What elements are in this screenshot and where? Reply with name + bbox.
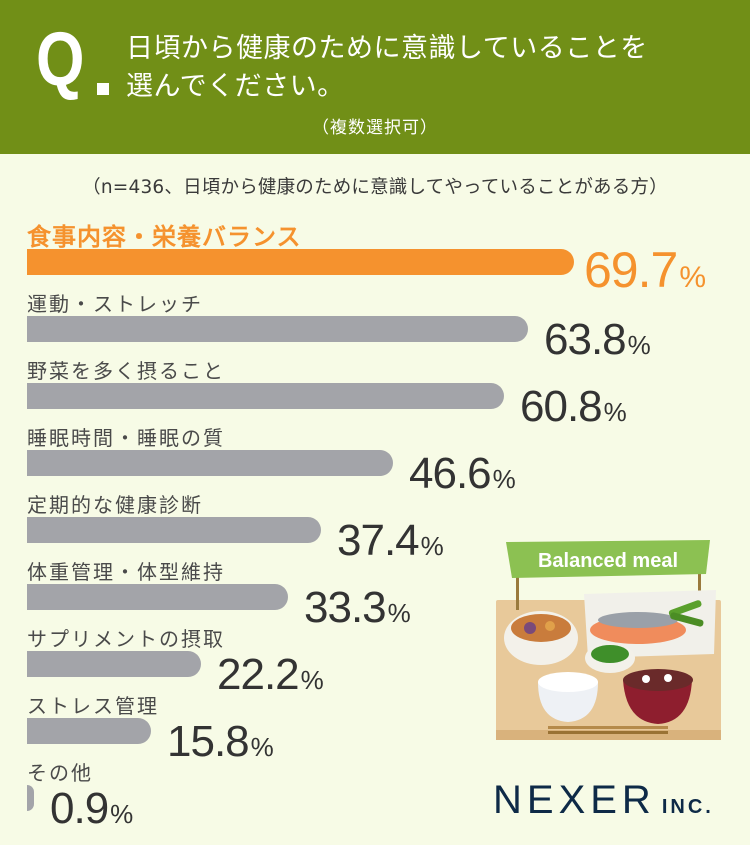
soup-bowl-icon [623,680,692,724]
category-label: 体重管理・体型維持 [27,560,225,584]
nexer-logo: NEXER INC. [493,778,714,823]
question-line-2: 選んでください。 [126,71,345,102]
value-unit: % [300,665,324,695]
value-number: 69.7 [584,242,678,298]
value-unit: % [492,464,516,494]
category-label: 運動・ストレッチ [27,292,203,316]
value-number: 46.6 [409,449,492,498]
chart-row: 野菜を多く摂ること 60.8% [0,349,750,429]
value-unit: % [603,397,627,427]
chart-row: 食事内容・栄養バランス 69.7% [0,215,750,295]
category-label: ストレス管理 [27,694,159,718]
value-number: 15.8 [167,717,250,766]
value-bar [27,450,393,476]
value-bar [27,584,288,610]
logo-name: NEXER [493,778,656,822]
chart-row: 定期的な健康診断 37.4% [0,483,750,563]
banner-icon [506,540,710,578]
percentage-value: 33.3% [304,586,411,635]
value-unit: % [387,598,411,628]
balanced-meal-illustration: Balanced meal [496,540,721,740]
sample-note: （n=436、日頃から健康のために意識してやっていることがある方） [82,177,668,198]
category-label: 野菜を多く摂ること [27,359,225,383]
percentage-value: 46.6% [409,452,516,501]
rice-bowl-icon [538,682,598,722]
percentage-value: 69.7% [584,245,706,303]
category-label: サプリメントの摂取 [27,627,225,651]
value-bar [27,651,201,677]
value-bar [27,383,504,409]
category-label: 睡眠時間・睡眠の質 [27,426,225,450]
percentage-value: 22.2% [217,653,324,702]
chart-row: 体重管理・体型維持 33.3% [0,550,750,630]
value-unit: % [420,531,444,561]
category-label: その他 [27,761,93,785]
percentage-value: 37.4% [337,519,444,568]
value-number: 60.8 [520,382,603,431]
percentage-value: 63.8% [544,318,651,367]
percentage-value: 15.8% [167,720,274,769]
chopsticks-icon [548,726,668,729]
chart-row: 睡眠時間・睡眠の質 46.6% [0,416,750,496]
banner-text: Balanced meal [538,550,678,572]
value-bar [27,718,151,744]
value-number: 0.9 [50,784,109,833]
question-header: Q 日頃から健康のために意識していることを 選んでください。 （複数選択可） [0,0,750,154]
value-unit: % [627,330,651,360]
value-bar [27,249,574,275]
percentage-value: 0.9% [50,787,133,836]
value-unit: % [250,732,274,762]
category-label: 食事内容・栄養バランス [27,223,302,251]
percentage-value: 60.8% [520,385,627,434]
value-number: 22.2 [217,650,300,699]
value-bar [27,785,34,811]
question-text: 日頃から健康のために意識していることを 選んでください。 [126,30,648,106]
chart-row: その他 0.9% [0,751,750,831]
chart-row: 運動・ストレッチ 63.8% [0,282,750,362]
value-unit: % [679,261,707,294]
q-mark: Q [36,17,84,102]
logo-suffix: INC. [661,796,714,818]
chart-row: サプリメントの摂取 22.2% [0,617,750,697]
chart-row: ストレス管理 15.8% [0,684,750,764]
value-number: 37.4 [337,516,420,565]
q-dot [97,83,109,95]
multi-select-note: （複数選択可） [312,118,438,138]
value-bar [27,316,528,342]
value-number: 33.3 [304,583,387,632]
question-line-1: 日頃から健康のために意識していることを [126,33,648,64]
value-unit: % [110,799,134,829]
category-label: 定期的な健康診断 [27,493,203,517]
value-number: 63.8 [544,315,627,364]
value-bar [27,517,321,543]
